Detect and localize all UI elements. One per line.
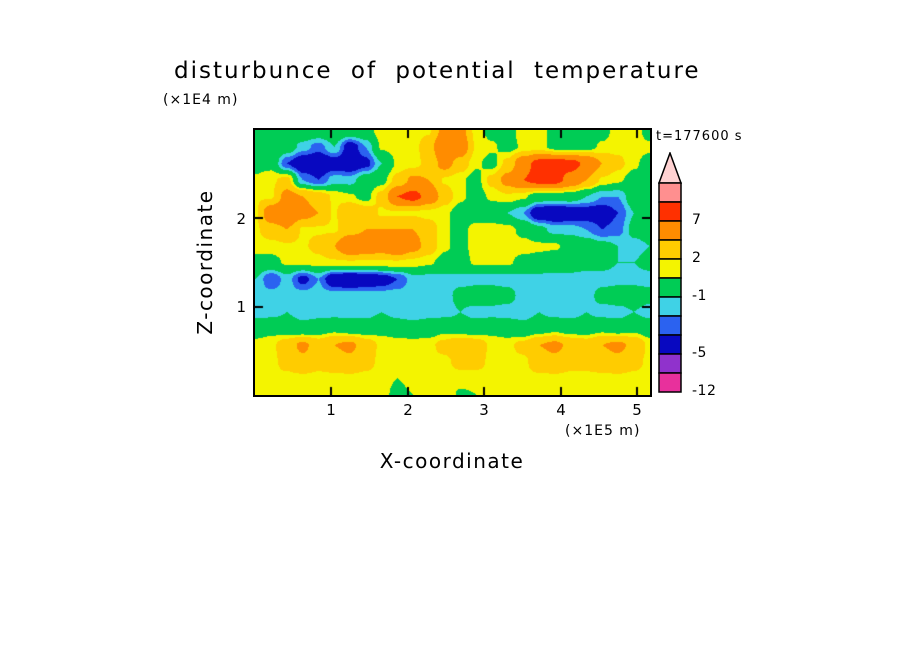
y-axis-unit-label: (×1E4 m) [163,92,239,108]
x-tick-label-5: 5 [632,401,642,419]
x-tick-label-4: 4 [556,401,566,419]
y-axis-title: Z-coordinate [193,189,217,335]
colorbar: 7 2 -1 -5 -12 [657,150,758,407]
colorbar-label: -12 [692,383,717,399]
colorbar-label: 7 [692,212,702,228]
colorbar-label: -1 [692,288,707,304]
colorbar-label: -5 [692,345,707,361]
plot-area [253,128,652,397]
x-tick-label-3: 3 [479,401,489,419]
x-tick-label-1: 1 [326,401,336,419]
x-axis-title: X-coordinate [379,449,525,473]
time-annotation: t=177600 s [656,129,743,144]
chart-title: disturbunce of potential temperature [174,58,701,84]
z-tick-label-1: 1 [236,298,246,316]
x-axis-unit-label: (×1E5 m) [565,423,641,439]
contour-field-canvas [255,130,650,395]
colorbar-label: 2 [692,250,702,266]
colorbar-swatches [657,150,683,393]
z-tick-label-2: 2 [236,210,246,228]
x-tick-label-2: 2 [403,401,413,419]
